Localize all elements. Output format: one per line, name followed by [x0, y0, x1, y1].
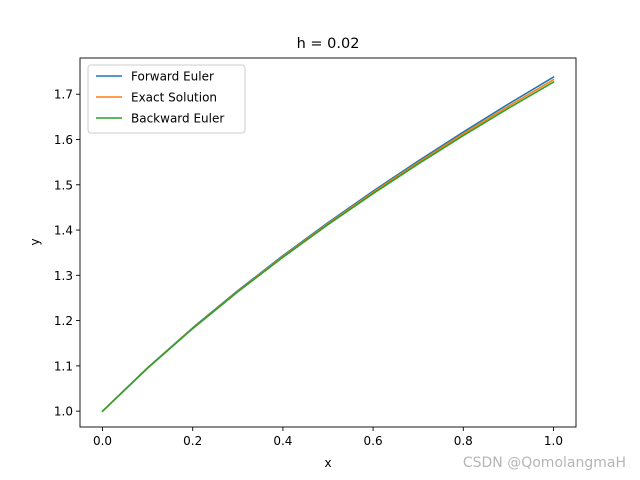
x-axis-ticks: 0.0 0.2 0.4 0.6 0.8 1.0	[93, 427, 563, 448]
y-tick-label: 1.7	[54, 88, 73, 102]
series-line-3	[101, 81, 555, 413]
x-tick-label: 0.2	[183, 434, 202, 448]
legend-box	[87, 64, 246, 134]
series-layer	[101, 75, 555, 413]
legend-label-1: Forward Euler	[131, 70, 214, 84]
chart-title: h = 0.02	[297, 36, 360, 52]
y-tick-label: 1.0	[54, 405, 73, 419]
y-tick-label: 1.1	[54, 359, 73, 373]
x-tick-label: 0.0	[93, 434, 112, 448]
y-tick-label: 1.3	[54, 269, 73, 283]
y-tick-label: 1.5	[54, 178, 73, 192]
axes-frame	[79, 57, 577, 428]
legend: Forward Euler Exact Solution Backward Eule…	[87, 64, 246, 134]
x-tick-label: 0.6	[364, 434, 383, 448]
y-tick-label: 1.6	[54, 133, 73, 147]
y-axis-label: y	[28, 238, 42, 245]
y-tick-label: 1.2	[54, 314, 73, 328]
y-axis-ticks: 1.0 1.1 1.2 1.3 1.4 1.5 1.6 1.7	[54, 88, 80, 419]
x-tick-label: 0.8	[454, 434, 473, 448]
x-axis-label: x	[324, 456, 331, 470]
x-tick-label: 0.4	[273, 434, 292, 448]
legend-label-3: Backward Euler	[131, 112, 224, 126]
watermark: CSDN @QomolangmaH	[463, 455, 626, 471]
y-tick-label: 1.4	[54, 224, 73, 238]
legend-label-2: Exact Solution	[131, 91, 217, 105]
x-tick-label: 1.0	[544, 434, 563, 448]
legend-items: Forward Euler Exact Solution Backward Eule…	[96, 70, 224, 126]
